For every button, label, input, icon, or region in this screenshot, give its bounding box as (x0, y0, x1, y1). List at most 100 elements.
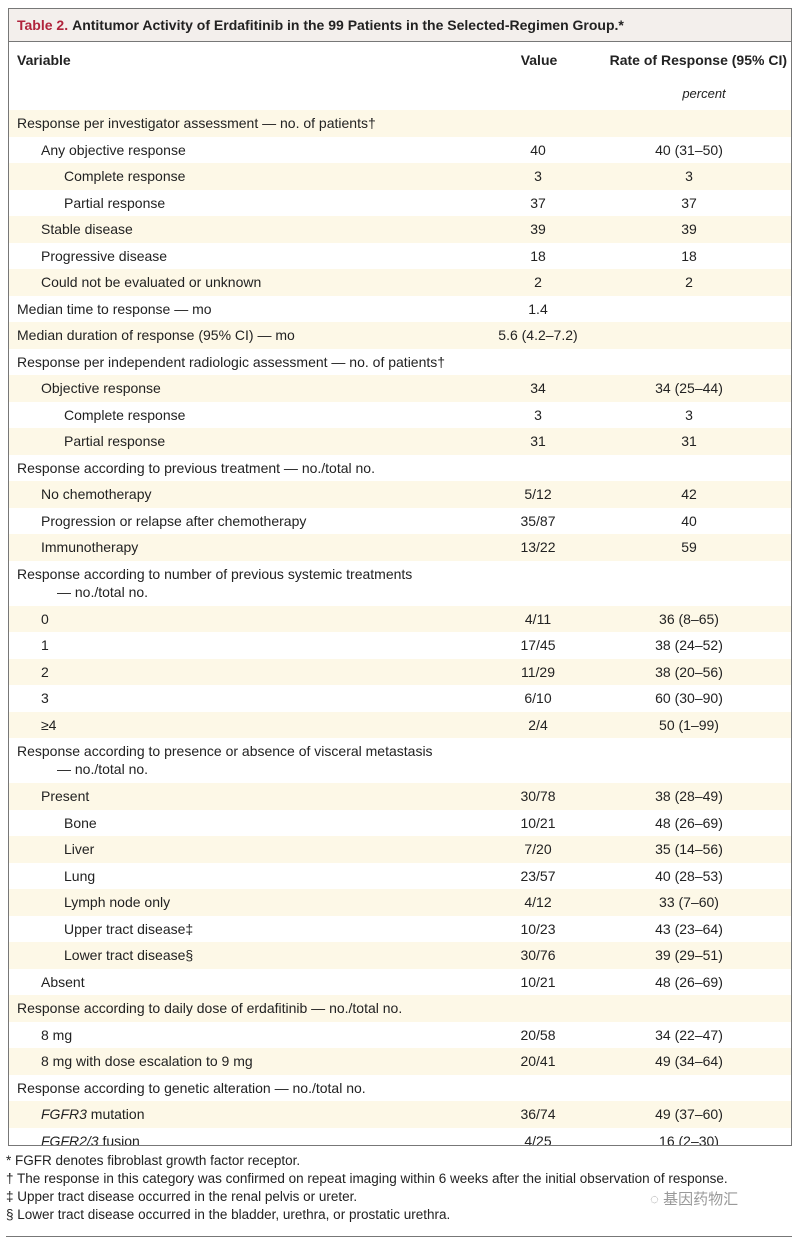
table-row: Lymph node only 4/12 33 (7–60) (9, 889, 791, 916)
row-label: Progression or relapse after chemotherap… (9, 512, 489, 530)
table-row: Immunotherapy 13/22 59 (9, 534, 791, 561)
row-label: Response according to genetic alteration… (9, 1079, 489, 1097)
row-rate: 31 (681, 433, 697, 450)
row-rate: 2 (685, 274, 693, 291)
table-row: Partial response 31 31 (9, 428, 791, 455)
row-label-text: Complete response (64, 406, 186, 423)
row-label-continuation: — no./total no. (57, 761, 149, 777)
row-label: Immunotherapy (9, 538, 489, 556)
table-title: Table 2. Antitumor Activity of Erdafitin… (9, 9, 791, 42)
row-rate: 18 (681, 247, 697, 264)
table-body: Response per investigator assessment — n… (9, 110, 791, 1146)
table-group-row: Response according to number of previous… (9, 561, 791, 606)
row-label-text: Present (41, 788, 90, 805)
gene-name: FGFR3 (41, 1106, 87, 1123)
table-header: Variable Value Rate of Response (95% CI)… (9, 42, 791, 110)
table-row: Progressive disease 18 18 (9, 243, 791, 270)
row-label: Objective response (9, 379, 489, 397)
row-label-text: Response per independent radiologic asse… (17, 353, 446, 370)
row-label: Partial response (9, 194, 489, 212)
row-label: Median time to response — mo (9, 300, 489, 318)
row-value: 11/29 (521, 663, 555, 680)
row-label-text: Response per investigator assessment — n… (17, 115, 376, 132)
row-rate: 37 (681, 194, 697, 211)
table-row: 2 11/29 38 (20–56) (9, 658, 791, 685)
row-label: Liver (9, 840, 489, 858)
row-rate: 43 (23–64) (655, 920, 723, 937)
row-rate: 48 (26–69) (655, 973, 723, 990)
row-label: Median duration of response (95% CI) — m… (9, 326, 489, 344)
row-rate: 59 (681, 539, 697, 556)
row-label-text: Response according to genetic alteration… (17, 1079, 366, 1096)
row-value: 3 (534, 168, 542, 185)
row-label: FGFR2/3 fusion (9, 1132, 489, 1146)
table-row: Objective response 34 34 (25–44) (9, 375, 791, 402)
table-row: Present 30/78 38 (28–49) (9, 783, 791, 810)
row-label: Upper tract disease‡ (9, 920, 489, 938)
table-row: Upper tract disease‡ 10/23 43 (23–64) (9, 916, 791, 943)
table-row: Partial response 37 37 (9, 190, 791, 217)
table-row: Progression or relapse after chemotherap… (9, 508, 791, 535)
row-rate: 3 (685, 406, 693, 423)
table-caption: Antitumor Activity of Erdafitinib in the… (72, 17, 624, 33)
row-label-text: Lower tract disease§ (64, 947, 194, 964)
row-rate: 40 (681, 512, 697, 529)
row-label-text: 0 (41, 610, 49, 627)
row-label-text: Response according to number of previous… (17, 565, 413, 582)
table-group-row: Response per independent radiologic asse… (9, 349, 791, 376)
row-label-text: Lymph node only (64, 894, 171, 911)
row-label: 8 mg with dose escalation to 9 mg (9, 1052, 489, 1070)
row-label: Response according to number of previous… (9, 565, 489, 601)
row-label: FGFR3 mutation (9, 1105, 489, 1123)
row-label: Complete response (9, 167, 489, 185)
row-rate: 39 (29–51) (655, 947, 723, 964)
column-header-variable: Variable (17, 52, 71, 68)
row-value: 1.4 (528, 300, 548, 317)
row-rate: 35 (14–56) (655, 841, 723, 858)
row-label: Bone (9, 814, 489, 832)
row-label: 8 mg (9, 1026, 489, 1044)
row-label: Response according to presence or absenc… (9, 742, 489, 778)
row-label-text: Response according to previous treatment… (17, 459, 375, 476)
table-row: Could not be evaluated or unknown 2 2 (9, 269, 791, 296)
table-group-row: Median duration of response (95% CI) — m… (9, 322, 791, 349)
row-label-text: Stable disease (41, 221, 133, 238)
table-group-row: Response according to genetic alteration… (9, 1075, 791, 1102)
row-label: Response according to previous treatment… (9, 459, 489, 477)
table-group-row: Response per investigator assessment — n… (9, 110, 791, 137)
row-value: 36/74 (520, 1106, 556, 1123)
table-row: Absent 10/21 48 (26–69) (9, 969, 791, 996)
row-label-text: mutation (86, 1106, 145, 1123)
row-value: 20/58 (520, 1026, 556, 1043)
table-group-row: Response according to daily dose of erda… (9, 995, 791, 1022)
row-label: 1 (9, 636, 489, 654)
row-rate: 60 (30–90) (655, 690, 723, 707)
row-rate: 49 (34–64) (655, 1053, 723, 1070)
row-label-text: Median time to response — mo (17, 300, 212, 317)
row-rate: 39 (681, 221, 697, 238)
row-label-text: Liver (64, 841, 95, 858)
row-label-text: Median duration of response (95% CI) — m… (17, 327, 295, 344)
row-value: 20/41 (520, 1053, 556, 1070)
footnote: § Lower tract disease occurred in the bl… (6, 1207, 451, 1222)
row-value: 18 (530, 247, 546, 264)
table-row: Complete response 3 3 (9, 402, 791, 429)
row-value: 3 (534, 406, 542, 423)
row-label-text: Partial response (64, 433, 166, 450)
row-label-text: No chemotherapy (41, 486, 152, 503)
row-label-text: Absent (41, 973, 85, 990)
footnote: † The response in this category was conf… (6, 1171, 728, 1186)
row-label-text: Immunotherapy (41, 539, 139, 556)
row-value: 17/45 (520, 637, 556, 654)
row-label: Response per independent radiologic asse… (9, 353, 489, 371)
row-value: 2 (534, 274, 542, 291)
table-row: ≥4 2/4 50 (1–99) (9, 711, 791, 738)
table-row: 3 6/10 60 (30–90) (9, 685, 791, 712)
table-number: Table 2. (17, 17, 69, 33)
row-value: 30/78 (520, 788, 556, 805)
row-value: 30/76 (520, 947, 556, 964)
row-label-text: fusion (98, 1132, 140, 1146)
row-value: 23/57 (520, 867, 556, 884)
row-rate: 40 (31–50) (655, 141, 723, 158)
row-label: 0 (9, 610, 489, 628)
